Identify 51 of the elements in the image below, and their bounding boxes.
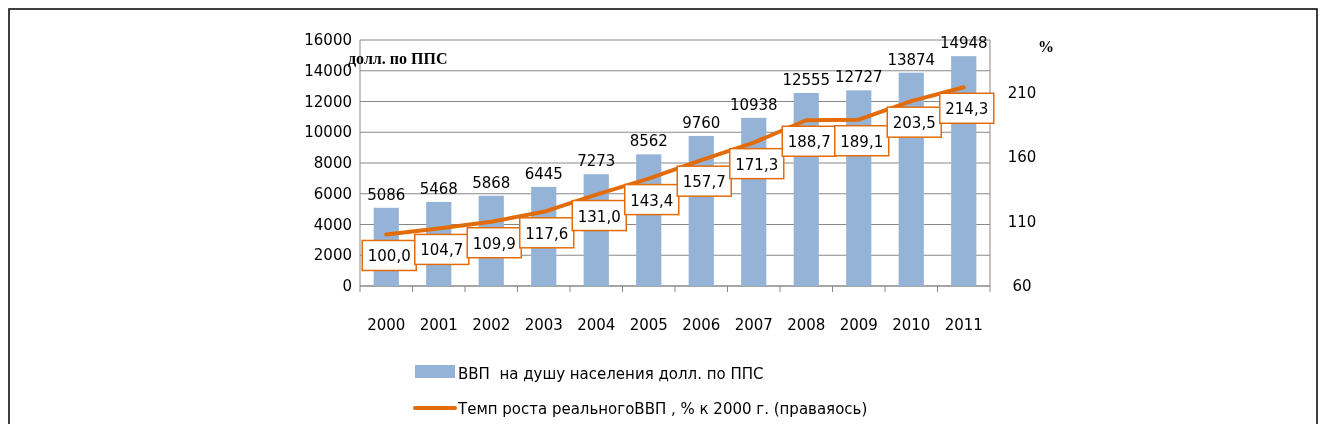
y-tick-label: 4000 — [313, 215, 352, 234]
x-tick-label: 2009 — [839, 316, 878, 334]
x-tick-label: 2000 — [367, 316, 406, 334]
data-label: 117,6 — [525, 224, 569, 243]
data-label: 109,9 — [472, 234, 516, 253]
data-label: 5868 — [472, 173, 511, 192]
y-tick-label: 0 — [342, 277, 352, 295]
data-label: 9760 — [682, 113, 721, 132]
x-tick-label: 2002 — [472, 316, 511, 334]
data-label: 189,1 — [840, 132, 884, 151]
data-label: 13874 — [887, 50, 936, 69]
x-tick-label: 2003 — [524, 316, 563, 334]
y2-tick-label: 160 — [1007, 148, 1037, 167]
y2-tick-label: 110 — [1007, 212, 1037, 231]
data-label: 203,5 — [892, 114, 936, 133]
y2-axis-title: % — [1038, 38, 1054, 55]
x-tick-label: 2007 — [734, 316, 773, 334]
data-label: 171,3 — [735, 155, 779, 174]
x-tick-label: 2011 — [944, 316, 983, 334]
data-label: 5086 — [367, 185, 406, 204]
data-label: 157,7 — [682, 173, 726, 192]
y2-tick-label: 60 — [1012, 277, 1032, 295]
legend-label: Темп роста реальногоВВП , % к 2000 г. (праваяось) — [457, 400, 868, 418]
y-tick-label: 10000 — [304, 123, 352, 142]
data-label: 12727 — [834, 68, 883, 87]
data-label: 131,0 — [577, 207, 621, 226]
data-label: 188,7 — [787, 133, 831, 152]
legend-label: ВВП на душу населения долл. по ППС — [458, 365, 764, 383]
x-tick-label: 2006 — [682, 316, 721, 334]
x-tick-label: 2005 — [629, 316, 668, 334]
data-label: 214,3 — [945, 100, 989, 119]
y-tick-label: 2000 — [313, 246, 352, 265]
y-tick-label: 8000 — [313, 154, 352, 172]
x-tick-label: 2001 — [419, 316, 458, 334]
data-label: 104,7 — [420, 241, 464, 260]
x-tick-label: 2010 — [892, 316, 931, 334]
y-tick-label: 16000 — [304, 31, 352, 49]
x-tick-label: 2008 — [787, 316, 826, 334]
x-tick-label: 2004 — [577, 316, 616, 334]
data-label: 5468 — [419, 179, 458, 198]
data-label: 12555 — [782, 70, 831, 89]
data-label: 10938 — [729, 95, 778, 114]
data-label: 8562 — [629, 132, 668, 151]
y-tick-label: 6000 — [313, 184, 352, 203]
data-label: 7273 — [577, 152, 616, 171]
data-label: 14948 — [939, 34, 988, 53]
y2-tick-label: 210 — [1007, 83, 1037, 102]
data-label: 143,4 — [630, 191, 674, 210]
data-label: 100,0 — [367, 247, 411, 266]
data-label: 6445 — [524, 164, 563, 183]
y-tick-label: 12000 — [304, 92, 352, 111]
